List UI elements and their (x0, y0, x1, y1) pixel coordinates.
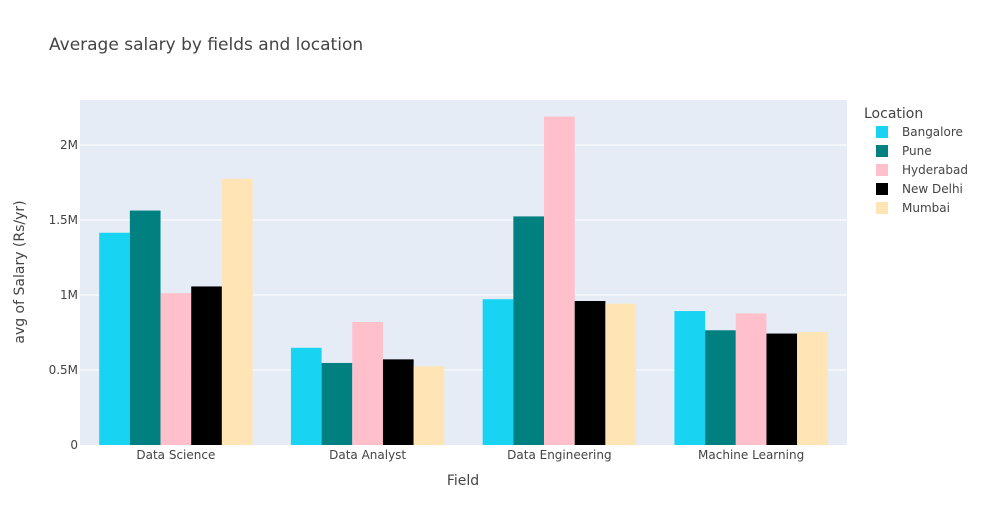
legend-swatch[interactable] (876, 145, 888, 157)
legend-label[interactable]: Pune (902, 144, 932, 158)
y-tick-label: 0 (70, 438, 78, 452)
bar-mumbai[interactable] (413, 366, 445, 445)
legend-label[interactable]: Hyderabad (902, 163, 968, 177)
bar-new-delhi[interactable] (766, 333, 798, 445)
bar-new-delhi[interactable] (191, 286, 222, 445)
bar-pune[interactable] (705, 330, 736, 445)
chart-title: Average salary by fields and location (49, 35, 363, 55)
x-axis-ticks: Data Science Data Analyst Data Engineering… (136, 448, 804, 462)
y-axis-ticks: 0 0.5M 1M 1.5M 2M (49, 138, 78, 452)
legend-label[interactable]: Bangalore (902, 125, 963, 139)
x-tick-label: Machine Learning (698, 448, 804, 462)
legend-title: Location (864, 106, 923, 122)
bars (99, 116, 828, 446)
x-tick-label: Data Science (136, 448, 215, 462)
x-tick-label: Data Engineering (507, 448, 611, 462)
legend-swatch[interactable] (876, 183, 888, 195)
legend-label[interactable]: New Delhi (902, 182, 963, 196)
bar-hyderabad[interactable] (735, 313, 767, 445)
y-tick-label: 0.5M (49, 363, 78, 377)
bar-hyderabad[interactable] (160, 293, 192, 445)
bar-bangalore[interactable] (674, 311, 706, 445)
bar-bangalore[interactable] (99, 232, 130, 445)
bar-pune[interactable] (513, 216, 545, 445)
bar-pune[interactable] (321, 362, 353, 445)
legend-swatch[interactable] (876, 164, 888, 176)
bar-mumbai[interactable] (221, 178, 253, 445)
x-axis-title: Field (447, 473, 479, 489)
legend: Location Bangalore Pune Hyderabad New Delhi… (864, 106, 968, 215)
bar-new-delhi[interactable] (382, 359, 414, 445)
legend-swatch[interactable] (876, 126, 888, 138)
bar-mumbai[interactable] (605, 303, 637, 445)
y-tick-label: 2M (60, 138, 78, 152)
y-tick-label: 1M (60, 288, 78, 302)
y-tick-label: 1.5M (49, 213, 78, 227)
bar-new-delhi[interactable] (574, 301, 606, 445)
bar-pune[interactable] (129, 210, 161, 445)
legend-label[interactable]: Mumbai (902, 201, 950, 215)
x-tick-label: Data Analyst (329, 448, 406, 462)
y-axis-title: avg of Salary (Rs/yr) (12, 200, 28, 343)
bar-bangalore[interactable] (482, 299, 514, 445)
bar-bangalore[interactable] (290, 347, 322, 445)
legend-swatch[interactable] (876, 202, 888, 214)
bar-hyderabad[interactable] (544, 116, 575, 446)
bar-hyderabad[interactable] (352, 322, 383, 445)
bar-mumbai[interactable] (797, 332, 828, 445)
